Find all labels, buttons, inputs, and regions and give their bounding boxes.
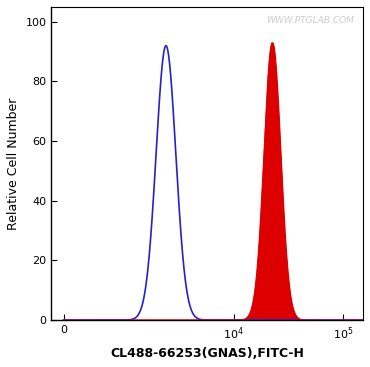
X-axis label: CL488-66253(GNAS),FITC-H: CL488-66253(GNAS),FITC-H	[110, 347, 304, 360]
Text: WWW.PTGLAB.COM: WWW.PTGLAB.COM	[266, 17, 354, 25]
Y-axis label: Relative Cell Number: Relative Cell Number	[7, 97, 20, 230]
